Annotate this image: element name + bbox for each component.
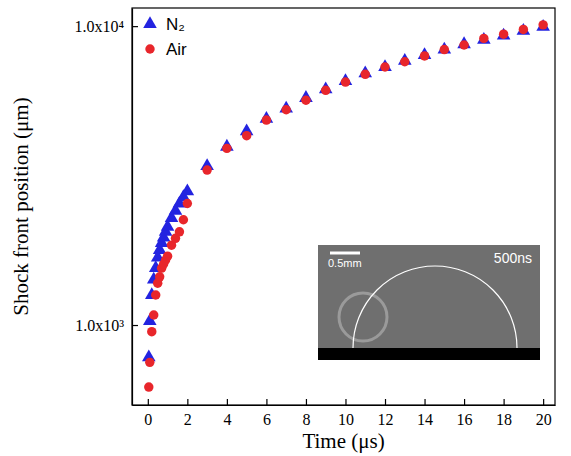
x-tick: 6 [263, 399, 271, 428]
legend-marker [143, 16, 157, 28]
series [142, 19, 550, 361]
legend-marker [145, 44, 154, 53]
inset-shock-front [353, 266, 517, 348]
data-point [438, 42, 452, 54]
inset-scale-label: 0.5mm [328, 257, 362, 269]
data-point [517, 23, 531, 35]
x-tick-mark [345, 399, 346, 405]
x-tick-label: 20 [536, 411, 552, 428]
x-tick-mark [227, 399, 228, 405]
data-point [242, 131, 251, 140]
data-point [400, 57, 409, 66]
inset-time-label: 500ns [494, 250, 532, 266]
x-tick: 18 [496, 399, 512, 428]
data-point [163, 251, 172, 260]
data-point [281, 105, 290, 114]
x-tick-label: 8 [302, 411, 310, 428]
x-tick-mark [385, 399, 386, 405]
legend: N₂ Air [143, 15, 187, 59]
data-point [222, 144, 231, 153]
data-point [145, 358, 154, 367]
y-tick-label: 1.0x10⁴ [74, 18, 124, 35]
x-tick: 20 [536, 399, 552, 428]
x-tick: 2 [184, 399, 192, 428]
data-point [341, 77, 350, 86]
y-tick-label: 1.0x10³ [75, 317, 124, 334]
data-point [538, 20, 547, 29]
x-tick: 12 [378, 399, 394, 428]
x-tick-label: 2 [184, 411, 192, 428]
inset-background [318, 245, 540, 360]
data-point [301, 96, 310, 105]
x-tick-label: 14 [417, 411, 433, 428]
legend-label: N₂ [166, 15, 185, 34]
data-point [181, 184, 195, 196]
x-tick: 4 [223, 399, 231, 428]
x-tick-label: 0 [144, 411, 152, 428]
legend-label: Air [166, 40, 187, 59]
data-point [519, 25, 528, 34]
points [142, 19, 550, 392]
x-axis: 0 2 4 6 8 10 12 14 16 18 20 [133, 399, 556, 428]
data-point [262, 115, 271, 124]
inset-target [318, 348, 540, 360]
x-tick-mark [543, 399, 544, 405]
x-tick-label: 18 [496, 411, 512, 428]
data-point [479, 34, 488, 43]
inset-image: 0.5mm 500ns [318, 245, 540, 360]
data-point [361, 70, 370, 79]
inset-scale-bar [330, 252, 360, 255]
data-point [440, 45, 449, 54]
data-point [477, 32, 491, 44]
y-axis-line [132, 9, 133, 406]
x-tick-label: 16 [457, 411, 473, 428]
data-point [175, 227, 184, 236]
x-axis-title: Time (μs) [302, 429, 384, 453]
x-tick: 8 [302, 399, 310, 428]
data-point [149, 310, 158, 319]
chart: 0 2 4 6 8 10 12 14 16 18 20 1.0x10³ 1.0x10⁴ Time (μs)… [0, 0, 571, 456]
x-tick-label: 10 [338, 411, 354, 428]
y-axis: 1.0x10³ 1.0x10⁴ [74, 9, 138, 406]
x-tick-label: 12 [378, 411, 394, 428]
data-point [321, 86, 330, 95]
y-tick: 1.0x10⁴ [74, 18, 138, 35]
data-point [497, 28, 511, 40]
data-point [144, 382, 153, 391]
x-axis-line [133, 405, 556, 406]
x-tick: 10 [338, 399, 354, 428]
y-tick: 1.0x10³ [75, 317, 138, 334]
data-point [183, 199, 192, 208]
x-tick-label: 6 [263, 411, 271, 428]
data-point [380, 62, 389, 71]
data-point [378, 59, 392, 71]
data-point [155, 272, 164, 281]
inset-ring [339, 293, 387, 341]
x-tick-mark [187, 399, 188, 405]
x-tick: 16 [457, 399, 473, 428]
x-tick: 0 [144, 399, 152, 428]
y-tick-mark [132, 26, 138, 27]
data-point [536, 19, 550, 31]
x-tick: 14 [417, 399, 433, 428]
y-tick-mark [132, 325, 138, 326]
data-point [420, 51, 429, 60]
data-point [459, 40, 468, 49]
x-tick-label: 4 [223, 411, 231, 428]
x-tick-mark [464, 399, 465, 405]
plot-frame [132, 8, 555, 405]
series [144, 20, 548, 392]
data-point [202, 165, 211, 174]
data-point [151, 290, 160, 299]
x-tick-mark [266, 399, 267, 405]
data-point [179, 215, 188, 224]
x-tick-mark [306, 399, 307, 405]
y-axis-title: Shock front position (μm) [9, 97, 33, 315]
data-point [499, 29, 508, 38]
x-tick-mark [424, 399, 425, 405]
data-point [147, 327, 156, 336]
x-tick-mark [504, 399, 505, 405]
x-tick-mark [148, 399, 149, 405]
